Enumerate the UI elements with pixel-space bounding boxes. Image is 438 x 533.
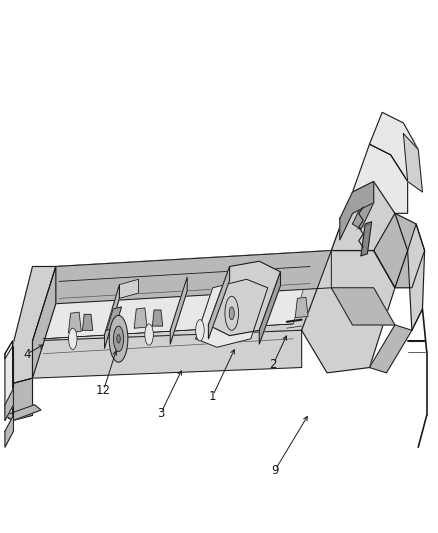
Polygon shape — [408, 224, 424, 330]
Polygon shape — [5, 389, 14, 421]
Polygon shape — [5, 341, 13, 359]
Polygon shape — [13, 378, 32, 421]
Polygon shape — [32, 266, 56, 378]
Text: 12: 12 — [96, 384, 111, 398]
Circle shape — [229, 307, 234, 320]
Polygon shape — [56, 251, 331, 304]
Polygon shape — [170, 277, 187, 344]
Text: 2: 2 — [269, 358, 277, 371]
Circle shape — [117, 335, 120, 343]
Polygon shape — [259, 272, 280, 344]
Circle shape — [145, 324, 153, 345]
Polygon shape — [208, 266, 230, 339]
Polygon shape — [370, 325, 412, 373]
Circle shape — [196, 320, 204, 341]
Text: 9: 9 — [271, 464, 279, 477]
Polygon shape — [295, 297, 308, 318]
Polygon shape — [361, 222, 371, 256]
Polygon shape — [331, 181, 408, 288]
Polygon shape — [302, 251, 395, 373]
Polygon shape — [370, 112, 418, 181]
Polygon shape — [13, 266, 56, 383]
Polygon shape — [68, 312, 81, 333]
Polygon shape — [331, 288, 395, 325]
Circle shape — [68, 328, 77, 350]
Polygon shape — [43, 266, 310, 339]
Polygon shape — [107, 307, 121, 330]
Polygon shape — [5, 405, 41, 421]
Polygon shape — [152, 310, 162, 326]
Polygon shape — [196, 279, 268, 348]
Polygon shape — [403, 134, 423, 192]
Polygon shape — [5, 341, 13, 421]
Circle shape — [225, 296, 239, 330]
Circle shape — [113, 326, 124, 352]
Polygon shape — [32, 330, 302, 378]
Circle shape — [109, 316, 128, 362]
Polygon shape — [208, 261, 280, 336]
Polygon shape — [353, 144, 408, 213]
Polygon shape — [134, 308, 147, 328]
Polygon shape — [353, 197, 374, 229]
Polygon shape — [120, 279, 138, 298]
Text: 4: 4 — [23, 348, 31, 361]
Polygon shape — [374, 213, 424, 288]
Polygon shape — [82, 314, 93, 330]
Polygon shape — [105, 285, 120, 349]
Polygon shape — [5, 415, 14, 447]
Polygon shape — [32, 251, 331, 341]
Text: 3: 3 — [157, 407, 165, 419]
Text: 1: 1 — [209, 390, 216, 403]
Polygon shape — [340, 181, 374, 240]
